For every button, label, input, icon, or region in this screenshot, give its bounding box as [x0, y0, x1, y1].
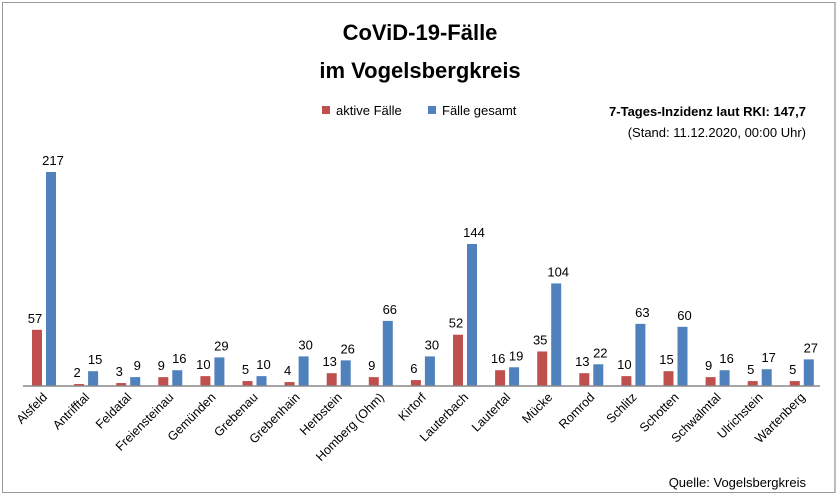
bar-total — [803, 359, 814, 386]
chart-subtitle: im Vogelsbergkreis — [319, 58, 520, 83]
data-label-active: 2 — [73, 365, 80, 380]
bar-active — [663, 371, 674, 386]
data-label-total: 10 — [256, 357, 270, 372]
data-label-active: 5 — [747, 362, 754, 377]
bar-total — [46, 172, 56, 386]
data-label-total: 144 — [463, 225, 485, 240]
bar-total — [298, 356, 309, 386]
legend-label-active: aktive Fälle — [336, 103, 402, 118]
bar-active — [789, 381, 800, 386]
data-label-active: 15 — [659, 352, 673, 367]
data-label-active: 6 — [410, 361, 417, 376]
bar-total — [551, 283, 562, 386]
category-label: Kirtorf — [396, 390, 430, 424]
data-label-total: 15 — [88, 352, 102, 367]
legend-swatch-total — [428, 106, 436, 114]
data-label-total: 30 — [298, 337, 312, 352]
data-label-total: 29 — [214, 338, 228, 353]
data-label-total: 27 — [804, 340, 818, 355]
data-label-total: 30 — [425, 337, 439, 352]
bar-active — [74, 384, 85, 386]
data-label-total: 60 — [677, 308, 691, 323]
bar-active — [116, 383, 127, 386]
category-label: Feldatal — [93, 390, 134, 431]
bar-active — [495, 370, 506, 386]
data-label-total: 19 — [509, 348, 523, 363]
bar-total — [593, 364, 604, 386]
bar-active — [621, 376, 632, 386]
bar-total — [340, 360, 351, 386]
bar-total — [467, 243, 477, 386]
bar-total — [761, 369, 772, 386]
data-label-active: 52 — [449, 316, 463, 331]
bar-total — [719, 370, 730, 386]
bar-active — [453, 334, 463, 386]
data-label-active: 16 — [491, 351, 505, 366]
data-label-active: 5 — [242, 362, 249, 377]
bar-active — [705, 377, 716, 386]
bar-total — [424, 356, 435, 386]
data-label-total: 22 — [593, 345, 607, 360]
data-label-total: 63 — [635, 305, 649, 320]
data-label-active: 9 — [158, 358, 165, 373]
bar-total — [635, 323, 646, 386]
data-label-active: 35 — [533, 332, 547, 347]
bar-active — [410, 380, 421, 386]
bar-active — [747, 381, 758, 386]
bar-active — [32, 329, 42, 386]
bar-total — [382, 320, 393, 386]
legend-swatch-active — [322, 106, 330, 114]
category-label: Mücke — [519, 390, 555, 426]
data-label-total: 16 — [172, 351, 186, 366]
data-label-total: 104 — [547, 264, 569, 279]
data-label-total: 16 — [719, 351, 733, 366]
source-annotation: Quelle: Vogelsbergkreis — [669, 475, 807, 490]
bar-active — [368, 377, 379, 386]
data-label-active: 9 — [368, 358, 375, 373]
bar-active — [158, 377, 169, 386]
data-label-active: 3 — [116, 364, 123, 379]
data-label-active: 57 — [28, 311, 42, 326]
category-label: Alsfeld — [14, 390, 50, 426]
bar-total — [256, 376, 267, 386]
bar-total — [88, 371, 99, 386]
data-label-total: 17 — [761, 350, 775, 365]
data-label-total: 26 — [340, 341, 354, 356]
data-label-active: 9 — [705, 358, 712, 373]
category-label: Schlitz — [604, 390, 640, 426]
bar-active — [200, 376, 211, 386]
bar-total — [509, 367, 520, 386]
category-label: Lautertal — [469, 390, 513, 434]
data-label-active: 13 — [575, 354, 589, 369]
bar-total — [214, 357, 225, 386]
bar-total — [677, 326, 688, 386]
legend-label-total: Fälle gesamt — [442, 103, 517, 118]
category-label: Romrod — [556, 390, 597, 431]
stand-annotation: (Stand: 11.12.2020, 00:00 Uhr) — [628, 125, 806, 140]
data-label-active: 5 — [789, 362, 796, 377]
data-label-total: 217 — [42, 153, 64, 168]
chart-title: CoViD-19-Fälle — [343, 20, 498, 45]
data-label-active: 10 — [196, 357, 210, 372]
data-label-active: 13 — [322, 354, 336, 369]
bar-active — [326, 373, 337, 386]
bar-active — [284, 382, 295, 386]
bar-active — [579, 373, 590, 386]
data-label-active: 4 — [284, 363, 291, 378]
data-label-total: 66 — [383, 302, 397, 317]
bar-active — [242, 381, 253, 386]
data-label-total: 9 — [134, 358, 141, 373]
bar-total — [130, 377, 141, 386]
bar-active — [537, 351, 548, 386]
category-label: Antrifftal — [50, 390, 92, 432]
data-label-active: 10 — [617, 357, 631, 372]
incidence-annotation: 7-Tages-Inzidenz laut RKI: 147,7 — [609, 104, 806, 119]
bar-total — [172, 370, 183, 386]
